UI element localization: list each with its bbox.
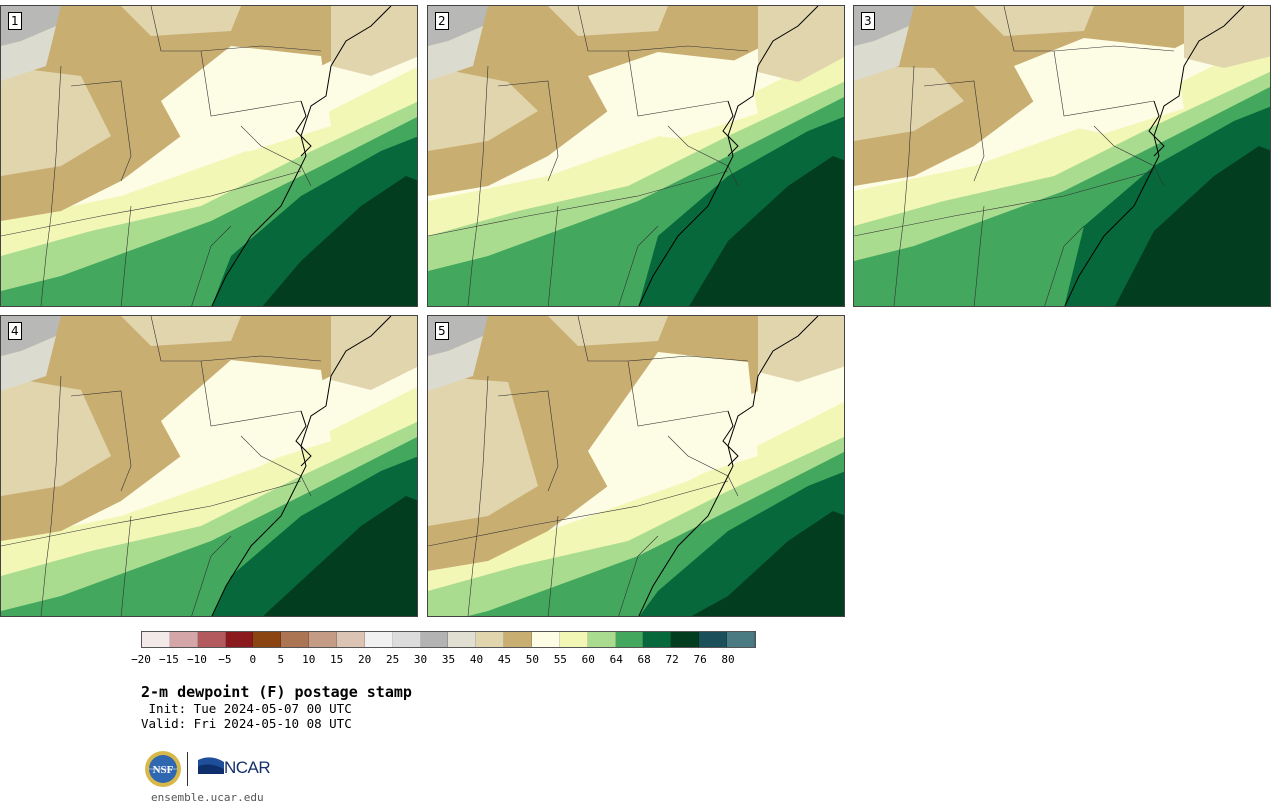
plot-title: 2-m dewpoint (F) postage stamp [141, 683, 412, 701]
stamp-panel-2: 2 [427, 5, 845, 307]
colorbar-swatch [699, 632, 728, 647]
ncar-logo-icon [198, 757, 224, 774]
site-url: ensemble.ucar.edu [151, 791, 264, 804]
colorbar-swatch [643, 632, 672, 647]
colorbar-swatch [476, 632, 505, 647]
colorbar-swatch [253, 632, 282, 647]
colorbar-tick-label: 10 [302, 653, 316, 666]
panel-number-label: 3 [861, 12, 875, 30]
logo-row: NSF NCAR [144, 750, 284, 790]
colorbar-tick-label: −15 [159, 653, 179, 666]
colorbar-tick-label: 60 [581, 653, 595, 666]
colorbar-tick-label: −20 [131, 653, 151, 666]
valid-time: Valid: Fri 2024-05-10 08 UTC [141, 716, 352, 731]
colorbar-tick-label: 72 [665, 653, 679, 666]
dewpoint-map-3 [854, 6, 1270, 306]
stamp-panel-1: 1 [0, 5, 418, 307]
colorbar-tick-label: −5 [218, 653, 232, 666]
colorbar-tick-label: 40 [469, 653, 484, 666]
colorbar-swatch [225, 632, 254, 647]
colorbar-tick-label: 50 [525, 653, 539, 666]
colorbar [141, 631, 756, 648]
colorbar-tick-label: 5 [277, 653, 285, 666]
colorbar-swatch [559, 632, 588, 647]
colorbar-tick-label: 20 [358, 653, 372, 666]
colorbar-tick-label: 76 [693, 653, 707, 666]
colorbar-tick-label: 15 [330, 653, 344, 666]
colorbar-swatch [615, 632, 644, 647]
dewpoint-map-4 [1, 316, 417, 616]
colorbar-tick-label: 35 [441, 653, 456, 666]
dewpoint-map-5 [428, 316, 844, 616]
colorbar-swatch [420, 632, 449, 647]
colorbar-swatch [281, 632, 310, 647]
colorbar-tick-label: 25 [385, 653, 400, 666]
colorbar-swatch [448, 632, 477, 647]
colorbar-swatch [197, 632, 226, 647]
colorbar-swatch [727, 632, 755, 647]
colorbar-swatch [671, 632, 700, 647]
colorbar-tick-label: 68 [637, 653, 651, 666]
stamp-panel-4: 4 [0, 315, 418, 617]
colorbar-tick-label: 45 [497, 653, 512, 666]
colorbar-tick-label: 0 [249, 653, 257, 666]
colorbar-tick-label: 30 [413, 653, 428, 666]
colorbar-swatch [309, 632, 338, 647]
dewpoint-map-2 [428, 6, 844, 306]
panel-number-label: 5 [435, 322, 449, 340]
colorbar-swatch [532, 632, 560, 647]
colorbar-swatch [587, 632, 616, 647]
colorbar-tick-label: 55 [553, 653, 567, 666]
stamp-panel-3: 3 [853, 5, 1271, 307]
colorbar-swatch [337, 632, 365, 647]
logo-divider [187, 752, 188, 786]
colorbar-swatch [364, 632, 393, 647]
colorbar-tick-label: −10 [186, 653, 207, 666]
panel-number-label: 1 [8, 12, 22, 30]
stamp-panel-5: 5 [427, 315, 845, 617]
init-time: Init: Tue 2024-05-07 00 UTC [141, 701, 352, 716]
nsf-seal-icon: NSF [145, 751, 181, 787]
colorbar-swatch [142, 632, 170, 647]
colorbar-tick-label: 64 [609, 653, 623, 666]
colorbar-swatch [169, 632, 198, 647]
colorbar-tick-label: 80 [721, 653, 735, 666]
dewpoint-map-1 [1, 6, 417, 306]
panel-number-label: 4 [8, 322, 22, 340]
ncar-wordmark: NCAR [224, 758, 271, 777]
panel-number-label: 2 [435, 12, 449, 30]
colorbar-tick-labels: −20 −15 −10 −5 0 5 10 15 20 25 30 35 40 45 50 55 60 64 68 7… [131, 653, 756, 667]
colorbar-swatch [392, 632, 421, 647]
colorbar-swatch [504, 632, 533, 647]
svg-text:NSF: NSF [153, 764, 174, 776]
